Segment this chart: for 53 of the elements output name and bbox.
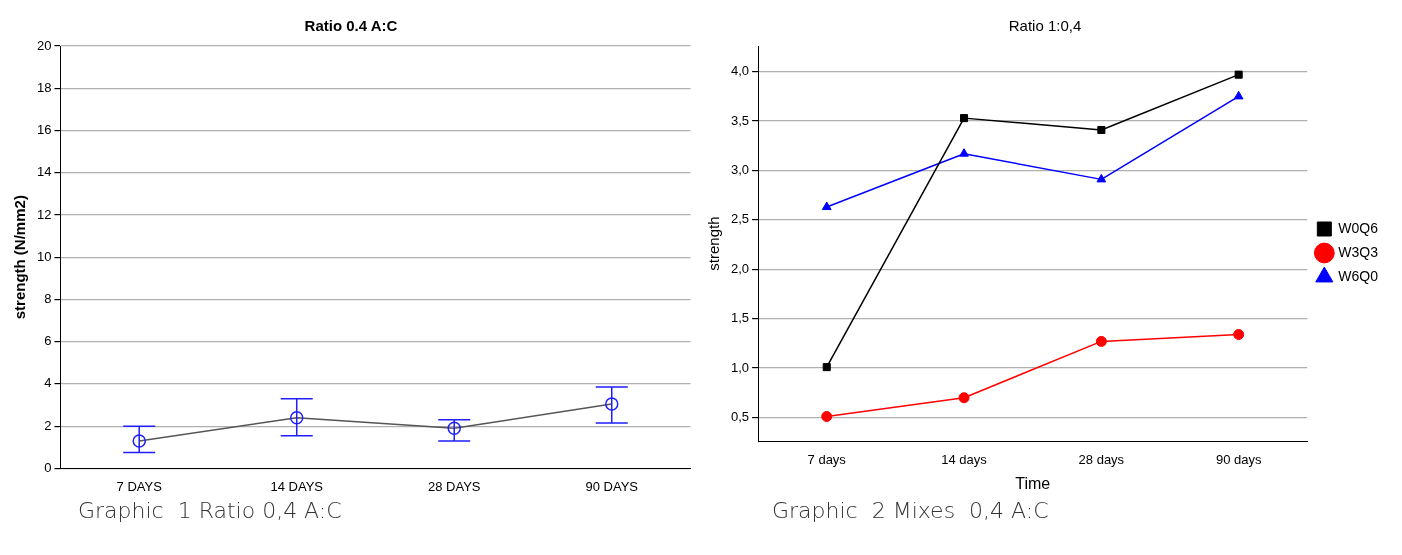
y-tick-label: 0,5 — [730, 409, 750, 425]
y-tick-label: 10 — [36, 248, 52, 264]
y-tick-label: 14 — [36, 164, 52, 180]
point — [960, 114, 969, 123]
x-tick-label: 14 DAYS — [270, 478, 324, 494]
point — [132, 434, 146, 448]
point — [959, 148, 969, 157]
y-tick-label: 4,0 — [730, 63, 750, 79]
x-axis-title: Time — [1015, 474, 1051, 492]
y-tick-label: 16 — [36, 122, 52, 138]
point — [1233, 329, 1245, 340]
chart-title: Ratio 0.4 A:C — [304, 17, 398, 35]
y-tick-label: 1,0 — [730, 359, 750, 375]
x-tick-label: 28 days — [1078, 451, 1125, 467]
x-tick-label: 90 DAYS — [585, 478, 639, 494]
point — [1095, 335, 1107, 347]
y-tick-label: 0 — [44, 459, 52, 475]
y-tick-label: 6 — [44, 333, 52, 349]
legend-label: W6Q0 — [1338, 267, 1379, 284]
y-tick-label: 8 — [44, 291, 52, 307]
y-tick-label: 2,5 — [730, 211, 750, 227]
chart-title: Ratio 1:0,4 — [1008, 17, 1082, 35]
point — [1234, 70, 1243, 79]
point — [821, 201, 832, 211]
y-tick-label: 4 — [44, 375, 52, 391]
y-tick-label: 3,5 — [730, 112, 750, 128]
y-tick-label: 20 — [36, 37, 52, 53]
point — [822, 363, 831, 372]
point — [605, 397, 619, 411]
point — [821, 411, 833, 422]
y-axis-title: strength (N/mm2) — [11, 195, 29, 320]
y-tick-label: 2 — [44, 417, 52, 433]
legend-label: W3Q3 — [1338, 243, 1379, 260]
y-tick-label: 2,0 — [730, 260, 750, 276]
y-axis-title: strength — [705, 216, 723, 271]
point — [1233, 90, 1244, 100]
y-tick-label: 3,0 — [730, 162, 750, 178]
legend-label: W0Q6 — [1338, 219, 1379, 236]
point — [447, 421, 461, 436]
y-tick-label: 12 — [36, 206, 52, 222]
x-tick-label: 90 days — [1215, 451, 1262, 467]
point — [958, 392, 970, 404]
x-tick-label: 14 days — [941, 451, 988, 467]
text: Graphic 1 Ratio 0,4 A:C — [77, 498, 343, 523]
y-tick-label: 18 — [36, 79, 52, 95]
text: Graphic 2 Mixes 0,4 A:C — [771, 498, 1050, 523]
y-tick-label: 1,5 — [730, 310, 750, 326]
point — [289, 410, 304, 425]
x-tick-label: 7 DAYS — [116, 478, 163, 494]
point — [1096, 173, 1107, 183]
point — [1097, 125, 1106, 135]
x-tick-label: 28 DAYS — [427, 478, 481, 494]
x-tick-label: 7 days — [807, 451, 847, 467]
